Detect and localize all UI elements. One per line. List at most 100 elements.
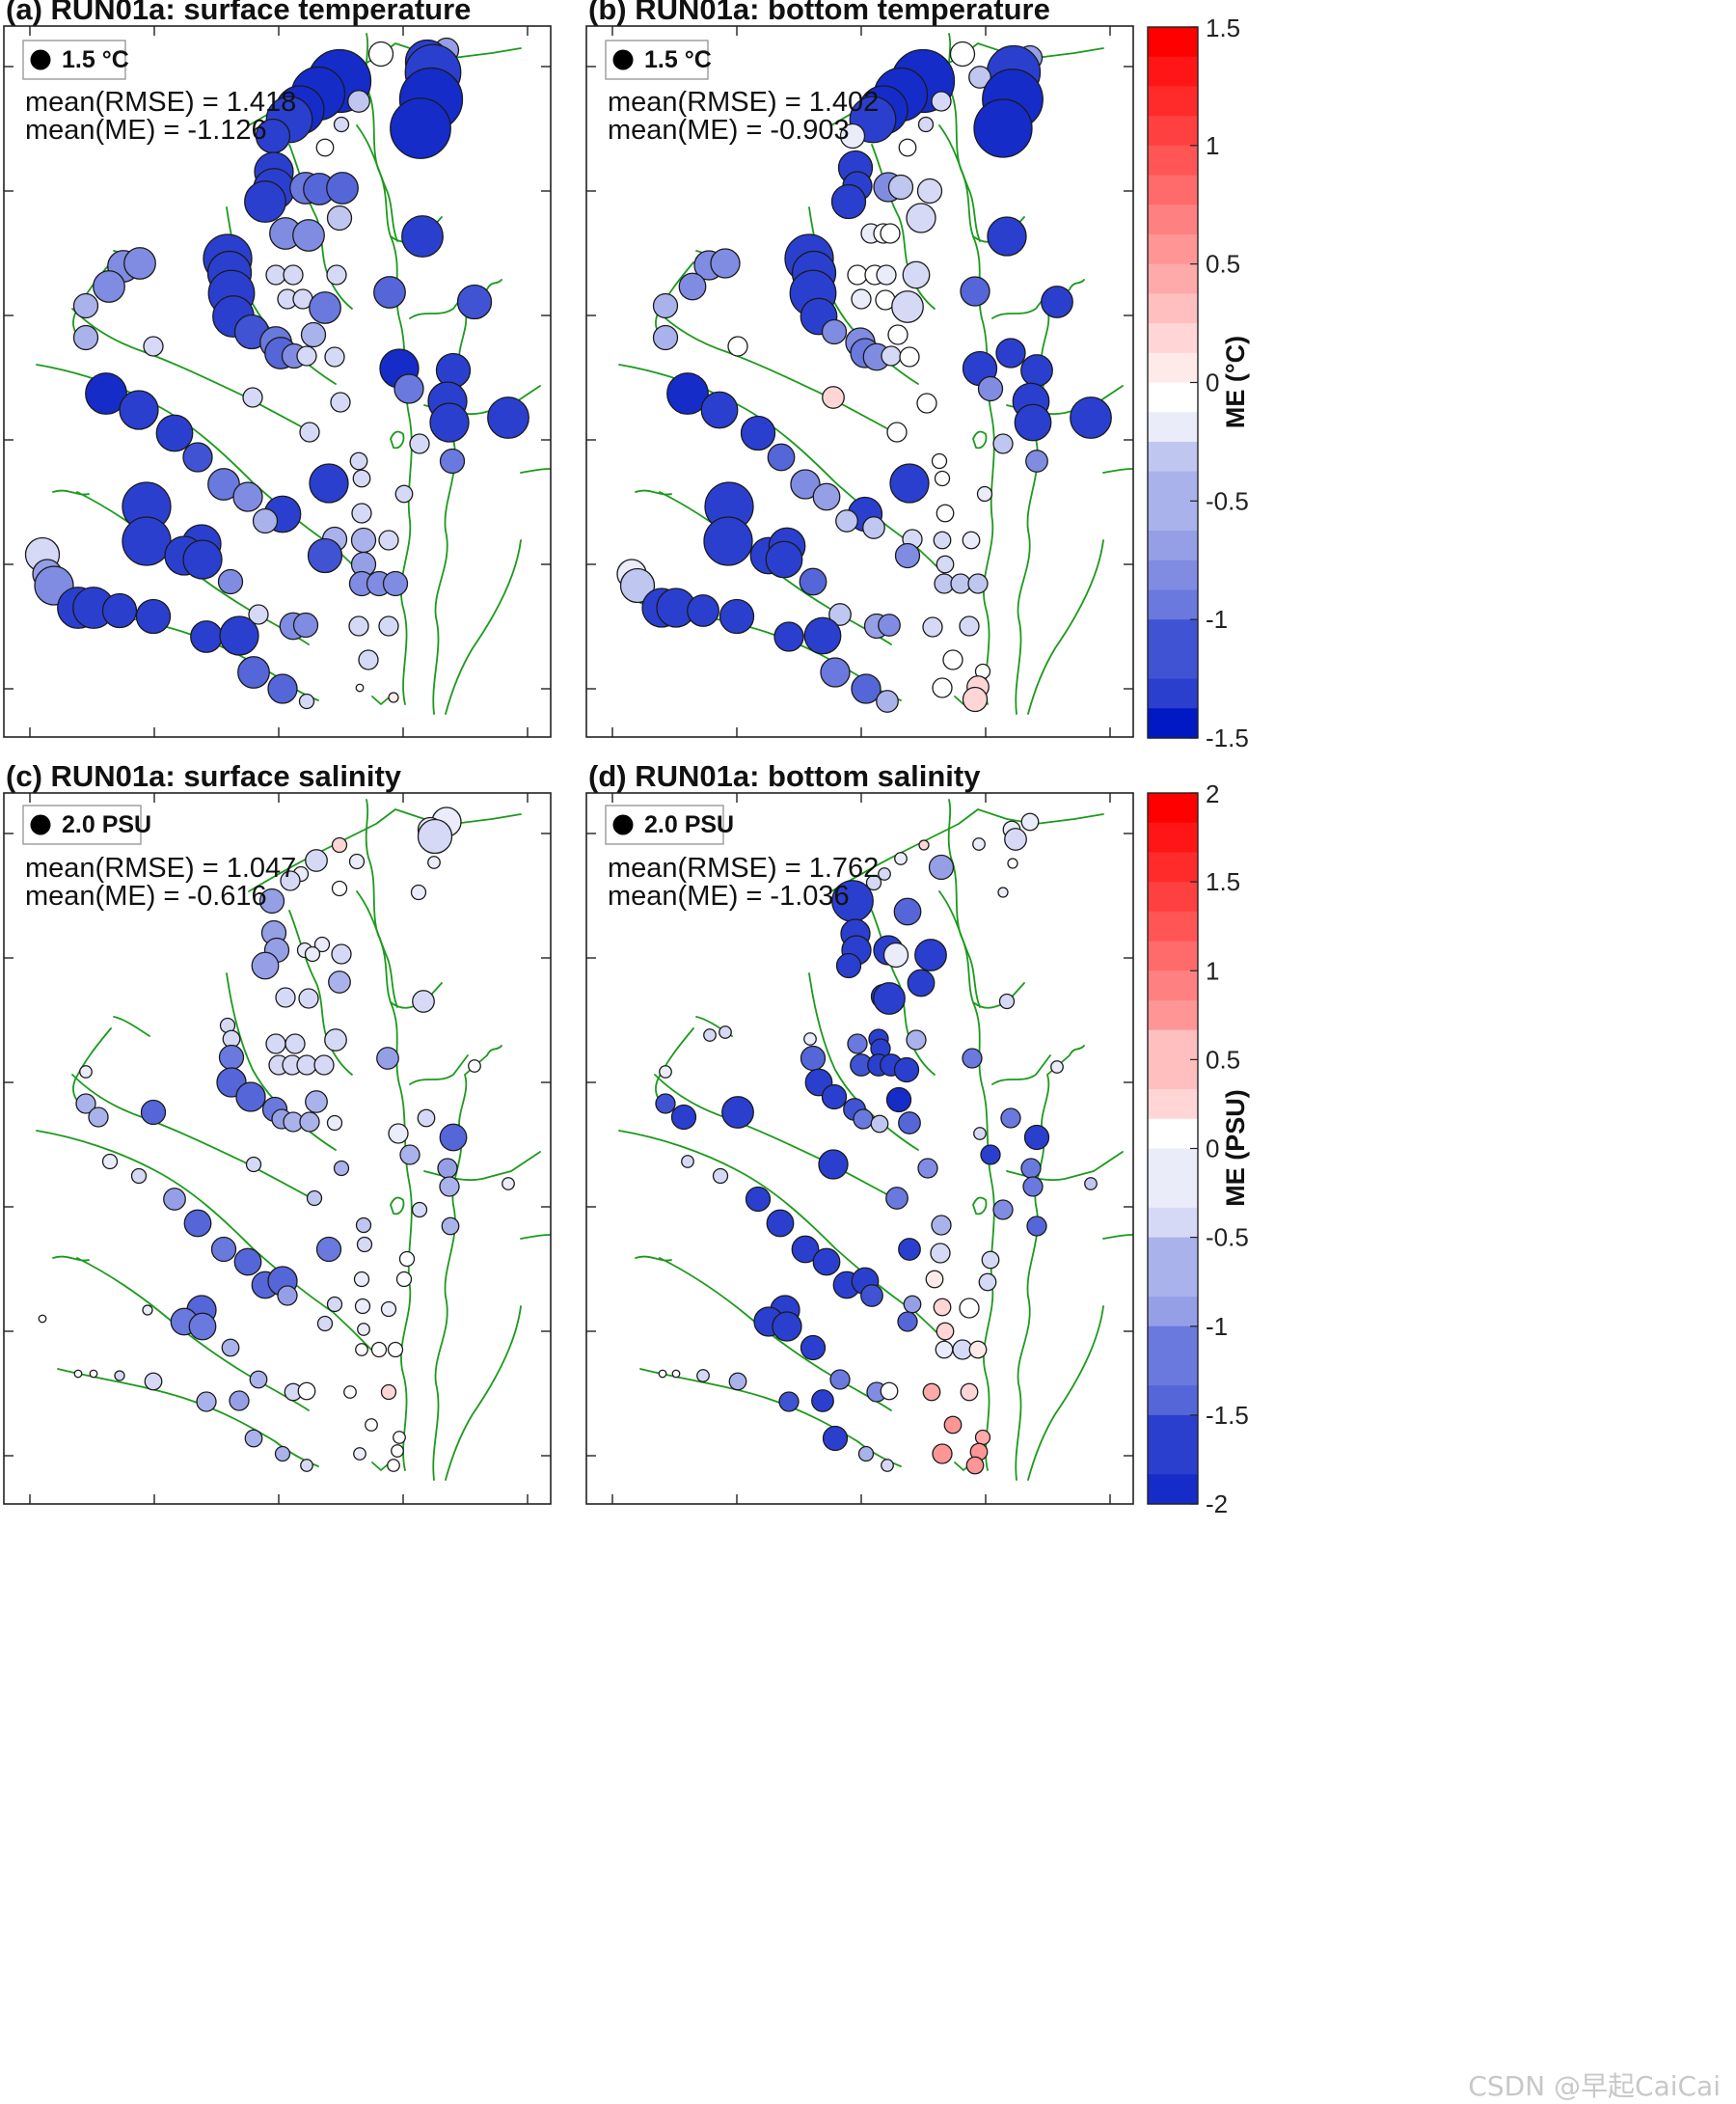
- panel-c-frame: [3, 792, 552, 1505]
- station-marker: [818, 1149, 849, 1180]
- station-marker: [666, 372, 709, 415]
- colorbar-segment: [1148, 1207, 1198, 1239]
- station-marker: [331, 880, 348, 897]
- station-marker: [973, 98, 1033, 158]
- station-marker: [687, 594, 719, 627]
- station-marker: [835, 509, 858, 533]
- station-marker: [881, 1459, 894, 1472]
- station-marker: [285, 1033, 306, 1054]
- station-marker: [298, 988, 319, 1009]
- colorbar-segment: [1148, 441, 1198, 473]
- colorbar-segment: [1148, 882, 1198, 913]
- station-marker: [382, 570, 409, 597]
- colorbar-segment: [1148, 708, 1198, 739]
- panel-a-size-legend: 1.5 °C: [22, 40, 129, 80]
- station-marker: [429, 402, 470, 443]
- station-marker: [401, 215, 444, 258]
- colorbar-salinity-label: ME (PSU): [1221, 1089, 1250, 1207]
- station-marker: [822, 386, 845, 409]
- colorbar-segment: [1148, 1089, 1198, 1120]
- colorbar-tick-label: 0.5: [1206, 250, 1240, 279]
- station-marker: [876, 264, 897, 286]
- station-marker: [790, 469, 821, 500]
- station-marker: [123, 247, 156, 280]
- colorbar-tick-label: 0.5: [1206, 1045, 1240, 1074]
- colorbar-tick-label: -1.5: [1206, 1401, 1249, 1430]
- panel-a-ticks: [4, 26, 551, 737]
- panel-a-frame: [3, 25, 552, 738]
- station-marker: [299, 1111, 320, 1133]
- station-marker: [307, 537, 343, 574]
- station-marker: [972, 837, 986, 851]
- station-marker: [378, 530, 399, 551]
- station-marker: [876, 690, 899, 713]
- station-marker: [72, 292, 99, 319]
- station-marker: [437, 1158, 458, 1179]
- station-marker: [388, 1123, 409, 1144]
- panel-d-size-legend: 2.0 PSU: [605, 805, 734, 845]
- colorbar-tick-label: -2: [1206, 1489, 1228, 1518]
- station-marker: [959, 1298, 980, 1319]
- colorbar-salinity-ticks: 2 1.5 1 0.5 0 -0.5 -1 -1.5 -2: [1190, 779, 1249, 1518]
- station-marker: [922, 616, 943, 638]
- station-marker: [934, 470, 951, 487]
- station-marker: [328, 970, 351, 994]
- station-marker: [140, 1099, 167, 1126]
- station-marker: [251, 951, 280, 980]
- colorbar-segment: [1148, 911, 1198, 943]
- station-marker: [378, 615, 399, 637]
- panel-c-ticks: [4, 793, 551, 1504]
- station-marker: [376, 1047, 399, 1070]
- station-marker: [893, 1056, 920, 1083]
- station-marker: [1022, 1176, 1044, 1197]
- station-marker: [365, 1418, 378, 1432]
- station-marker: [417, 818, 453, 855]
- station-marker: [324, 346, 345, 368]
- station-marker: [439, 1123, 468, 1152]
- station-marker: [135, 598, 172, 635]
- rmse-stat: mean(RMSE) = 1.762: [608, 853, 879, 884]
- size-legend-marker: [612, 814, 634, 835]
- station-marker: [619, 567, 656, 604]
- station-marker: [962, 531, 981, 550]
- colorbar-tick-label: -1: [1206, 1312, 1228, 1341]
- station-marker: [122, 516, 172, 566]
- station-marker: [277, 1285, 298, 1306]
- station-marker: [1041, 286, 1073, 318]
- station-marker: [828, 603, 852, 626]
- station-marker: [898, 1238, 921, 1261]
- station-marker: [305, 1090, 328, 1113]
- colorbar-segment: [1148, 678, 1198, 709]
- me-stat: mean(ME) = -1.036: [608, 881, 850, 912]
- station-marker: [190, 620, 223, 653]
- station-marker: [942, 649, 963, 670]
- station-marker: [696, 1369, 710, 1382]
- colorbar-segment: [1148, 1474, 1198, 1505]
- station-marker: [182, 539, 223, 580]
- station-marker: [333, 1160, 350, 1177]
- colorbar-segment: [1148, 1237, 1198, 1268]
- station-marker: [283, 264, 304, 286]
- station-marker: [411, 1201, 428, 1218]
- colorbar-segment: [1148, 1355, 1198, 1386]
- station-marker: [1020, 1158, 1042, 1179]
- station-marker: [936, 504, 955, 523]
- station-marker: [352, 469, 371, 488]
- station-marker: [315, 138, 335, 157]
- station-marker: [267, 673, 298, 704]
- station-marker: [85, 372, 127, 415]
- station-marker: [296, 345, 317, 367]
- panel-b-frame: [585, 25, 1134, 738]
- colorbar-temperature-fills: [1148, 27, 1198, 739]
- rmse-stat: mean(RMSE) = 1.402: [608, 87, 879, 118]
- station-marker: [232, 481, 263, 512]
- station-marker: [391, 1444, 404, 1458]
- station-marker: [1023, 1124, 1050, 1151]
- colorbar-temperature-label: ME (°C): [1221, 336, 1250, 428]
- station-marker: [721, 1096, 754, 1129]
- station-marker: [703, 516, 753, 566]
- colorbar-segment: [1148, 323, 1198, 354]
- station-marker: [1070, 396, 1112, 439]
- station-marker: [333, 116, 350, 133]
- panel-a: (a) RUN01a: surface temperature 1.5 °C m…: [3, 0, 552, 738]
